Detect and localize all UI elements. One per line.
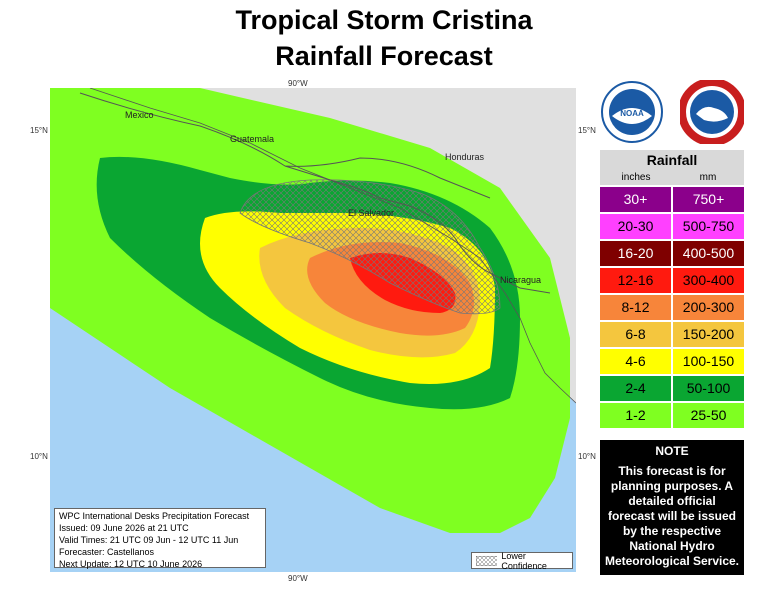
legend-value-mm: 500-750 [673,214,744,239]
legend-value-in: 20-30 [600,214,671,239]
label-mexico: Mexico [125,110,154,120]
note-title: NOTE [655,444,689,458]
legend-row: 16-20 400-500 [600,241,744,266]
info-line-4: Forecaster: Castellanos [59,547,155,557]
legend-value-in: 4-6 [600,349,671,374]
label-honduras: Honduras [445,152,485,162]
legend-value-in: 30+ [600,187,671,212]
legend-title: Rainfall [600,150,744,171]
info-line-3: Valid Times: 21 UTC 09 Jun - 12 UTC 11 J… [59,535,239,545]
nws-logo-icon [680,80,744,144]
forecast-info-box: WPC International Desks Precipitation Fo… [54,508,266,569]
title-line-2: Rainfall Forecast [275,41,493,71]
info-line-5: Next Update: 12 UTC 10 June 2026 [59,559,203,569]
legend-rows: 30+ 750+ 20-30 500-750 16-20 400-500 12-16 300-… [600,187,744,428]
note-box: NOTE This forecast is for planning purpo… [600,440,744,575]
legend-row: 2-4 50-100 [600,376,744,401]
info-line-2: Issued: 09 June 2026 at 21 UTC [59,523,189,533]
legend-row: 20-30 500-750 [600,214,744,239]
label-guatemala: Guatemala [230,134,274,144]
legend-row: 6-8 150-200 [600,322,744,347]
label-el-salvador: El Salvador [348,208,394,218]
legend-value-mm: 100-150 [673,349,744,374]
legend-row: 8-12 200-300 [600,295,744,320]
lower-confidence-key: Lower Confidence [471,550,573,571]
legend-value-in: 16-20 [600,241,671,266]
legend-units: inches mm [600,171,744,185]
rainfall-map: Mexico Guatemala Honduras El Salvador Ni… [50,88,576,572]
lower-confidence-label: Lower Confidence [501,550,547,571]
legend-row: 30+ 750+ [600,187,744,212]
legend-value-in: 6-8 [600,322,671,347]
rainfall-legend: Rainfall inches mm 30+ 750+ 20-30 500-750 16… [600,150,744,428]
legend-value-mm: 150-200 [673,322,744,347]
left-latitude-top-label: 15°N [30,126,48,135]
legend-row: 12-16 300-400 [600,268,744,293]
legend-row: 4-6 100-150 [600,349,744,374]
top-longitude-label: 90°W [288,79,308,88]
legend-value-in: 1-2 [600,403,671,428]
note-text: This forecast is for planning purposes. … [604,464,740,568]
legend-value-in: 12-16 [600,268,671,293]
right-latitude-bottom-label: 10°N [578,452,596,461]
bottom-longitude-label: 90°W [288,574,308,583]
legend-row: 1-2 25-50 [600,403,744,428]
legend-value-mm: 25-50 [673,403,744,428]
lower-confidence-area [239,179,501,315]
legend-value-mm: 750+ [673,187,744,212]
label-nicaragua: Nicaragua [500,275,541,285]
svg-text:NOAA: NOAA [620,109,644,118]
noaa-logo-icon: NOAA [601,81,663,143]
legend-value-mm: 300-400 [673,268,744,293]
legend-value-in: 2-4 [600,376,671,401]
hatch-swatch-icon [476,555,498,566]
title-line-1: Tropical Storm Cristina [235,5,533,35]
country-borders [79,92,551,294]
coastline [89,88,576,404]
legend-value-mm: 50-100 [673,376,744,401]
right-latitude-top-label: 15°N [578,126,596,135]
legend-value-mm: 200-300 [673,295,744,320]
legend-unit-mm: mm [699,172,717,183]
left-latitude-bottom-label: 10°N [30,452,48,461]
legend-value-mm: 400-500 [673,241,744,266]
legend-unit-inches: inches [621,172,651,183]
info-line-1: WPC International Desks Precipitation Fo… [59,511,250,521]
legend-value-in: 8-12 [600,295,671,320]
